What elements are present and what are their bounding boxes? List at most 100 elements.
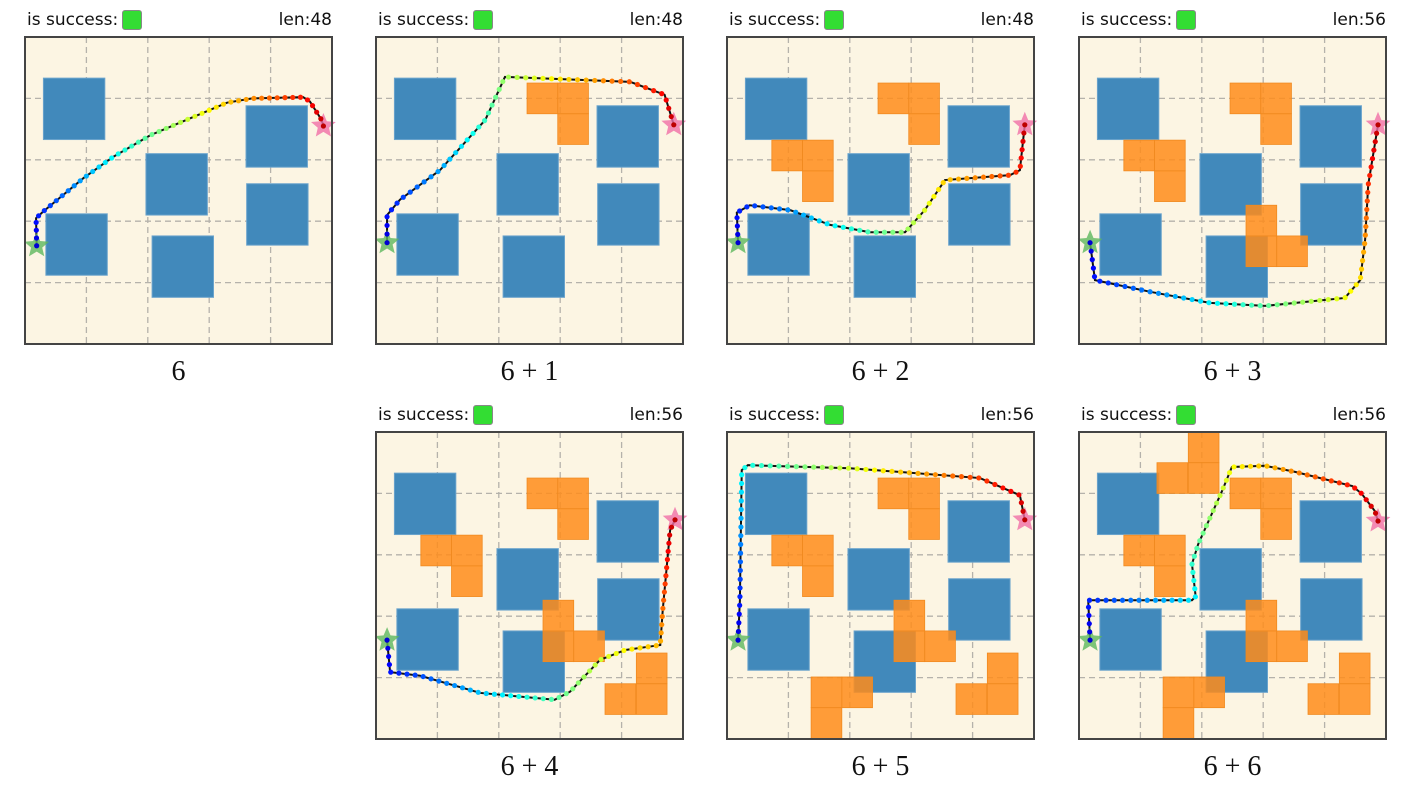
added-obstacle-cell: [1229, 477, 1262, 510]
path-point: [598, 656, 604, 663]
path-point: [274, 95, 280, 101]
added-obstacle-cell: [1123, 139, 1155, 172]
path-point: [516, 693, 522, 700]
success-label: is success:: [729, 10, 821, 30]
path-point: [557, 76, 563, 82]
path-point: [586, 668, 593, 674]
added-obstacle-cell: [1260, 477, 1292, 510]
path-point: [499, 692, 506, 698]
path-point: [149, 131, 155, 138]
path-point: [384, 222, 390, 229]
path-point: [1364, 198, 1370, 204]
path-point: [890, 229, 896, 235]
static-obstacle: [597, 578, 660, 641]
static-obstacle: [1096, 472, 1160, 536]
static-obstacle: [42, 77, 106, 141]
plot-area: [1077, 431, 1391, 740]
added-obstacle-cell: [1229, 82, 1262, 115]
path-point: [735, 628, 742, 635]
path-point: [926, 200, 932, 206]
static-obstacle: [1300, 183, 1363, 246]
path-point: [1207, 515, 1213, 521]
added-obstacle-cell: [986, 683, 1019, 715]
path-point: [657, 638, 664, 644]
path-point: [1018, 500, 1024, 506]
added-obstacle-cell: [1162, 707, 1195, 739]
added-obstacle-cell: [1154, 139, 1186, 172]
success-box: [122, 10, 143, 30]
static-obstacle: [396, 608, 459, 671]
success-label: is success:: [27, 10, 119, 30]
path-point: [1272, 465, 1278, 471]
path-point: [734, 215, 740, 221]
path-point: [802, 464, 808, 470]
path-point: [737, 550, 744, 556]
path-point: [808, 215, 815, 221]
length-label: len:48: [981, 10, 1034, 30]
static-obstacle: [1199, 153, 1262, 216]
path-point: [905, 226, 911, 232]
path-point: [420, 673, 426, 680]
path-point: [1018, 155, 1024, 161]
path-point: [592, 662, 598, 668]
path-point: [932, 472, 938, 478]
len-prefix: len:: [1332, 10, 1365, 30]
path-point: [1130, 285, 1136, 291]
path-point: [575, 680, 581, 686]
path-point: [1192, 586, 1198, 592]
static-obstacle: [1099, 608, 1162, 671]
path-point: [386, 661, 393, 668]
path-point: [441, 162, 447, 169]
path-point: [514, 74, 520, 80]
path-point: [737, 559, 744, 565]
path-point: [738, 480, 745, 487]
path-point: [941, 472, 947, 478]
path-point: [1368, 164, 1374, 170]
static-obstacle: [948, 578, 1011, 641]
success-label: is success:: [378, 10, 470, 30]
path-point: [1086, 621, 1092, 627]
len-prefix: len:: [980, 405, 1013, 425]
path-point: [213, 104, 219, 110]
added-obstacle-cell: [802, 170, 834, 202]
added-obstacle-cell: [1245, 204, 1278, 237]
len-prefix: len:: [980, 10, 1013, 30]
panel-caption: 6 + 3: [1203, 356, 1262, 387]
path-point: [976, 475, 982, 481]
path-point: [1190, 569, 1196, 575]
path-point: [737, 594, 743, 600]
path-point: [1097, 278, 1103, 284]
path-point: [1203, 523, 1210, 529]
path-point: [665, 548, 671, 554]
length-label: len:56: [1333, 10, 1386, 30]
path-point: [1367, 172, 1373, 179]
path-point: [737, 576, 743, 582]
added-obstacle-cell: [877, 82, 910, 115]
added-obstacle-cell: [557, 508, 589, 540]
path-point: [1197, 538, 1203, 544]
path-point: [459, 685, 466, 691]
path-point: [776, 206, 783, 212]
path-point: [394, 200, 400, 206]
path-point: [1020, 138, 1026, 144]
path-point: [738, 498, 744, 504]
path-point: [1086, 612, 1092, 619]
path-point: [1017, 163, 1023, 169]
path-line: [1087, 464, 1379, 641]
added-obstacle-cell: [604, 683, 637, 715]
path-point: [1358, 266, 1365, 272]
path-point: [659, 613, 665, 620]
path-point: [671, 122, 677, 128]
path-point: [958, 474, 965, 480]
len-value: 48: [661, 10, 683, 30]
path-point: [177, 119, 184, 125]
path-point: [898, 229, 904, 235]
path-point: [906, 470, 912, 476]
panel-header: is success: len:56: [727, 405, 1034, 429]
success-box: [473, 405, 494, 425]
path-point: [1223, 301, 1229, 307]
path-point: [414, 184, 420, 190]
plot-area: [725, 431, 1038, 740]
path-point: [524, 694, 530, 700]
static-obstacle: [246, 183, 309, 246]
